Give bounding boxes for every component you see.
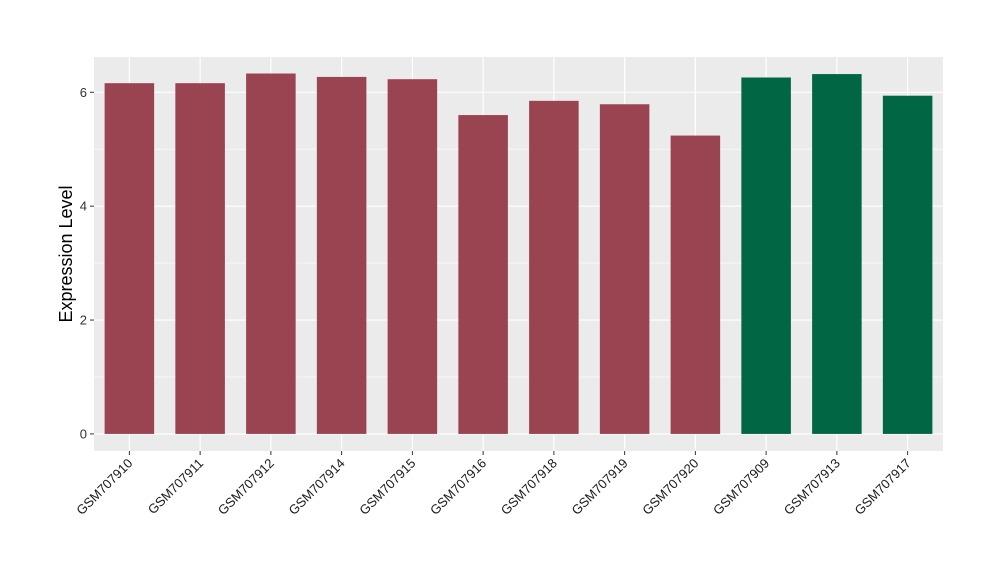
x-tick-label: GSM707915 — [356, 456, 418, 518]
y-tick-label: 0 — [80, 426, 87, 441]
bar — [599, 104, 650, 434]
minor-gridlines — [94, 148, 943, 378]
x-tick-label: GSM707919 — [569, 456, 631, 518]
bar — [741, 77, 791, 434]
x-tick-label: GSM707913 — [781, 456, 843, 518]
y-tick-label: 6 — [80, 85, 87, 100]
y-tick-label: 4 — [80, 199, 87, 214]
x-tick-label: GSM707917 — [852, 456, 914, 518]
bar — [316, 76, 367, 434]
bar — [246, 73, 296, 434]
x-tick-label: GSM707914 — [286, 456, 348, 518]
bar — [175, 83, 225, 434]
x-tick-label: GSM707910 — [73, 456, 135, 518]
bar — [812, 74, 862, 434]
bar — [387, 79, 438, 434]
bar — [529, 100, 579, 434]
x-tick-label: GSM707916 — [427, 456, 489, 518]
bar — [104, 83, 155, 434]
plot-panel — [94, 57, 943, 451]
bars-group — [104, 73, 933, 434]
x-axis: GSM707910 GSM707911 GSM707912 GSM707914 GSM7… — [73, 451, 914, 518]
y-axis: 0 2 4 6 — [80, 85, 94, 441]
x-tick-label: GSM707912 — [215, 456, 277, 518]
bar — [458, 115, 508, 434]
x-tick-label: GSM707918 — [498, 456, 560, 518]
y-axis-title: Expression Level — [56, 185, 76, 322]
x-tick-label: GSM707911 — [145, 456, 207, 518]
x-tick-label: GSM707909 — [710, 456, 772, 518]
bar — [882, 95, 933, 434]
bar — [670, 135, 721, 434]
x-tick-label: GSM707920 — [639, 456, 701, 518]
y-tick-label: 2 — [80, 313, 87, 328]
